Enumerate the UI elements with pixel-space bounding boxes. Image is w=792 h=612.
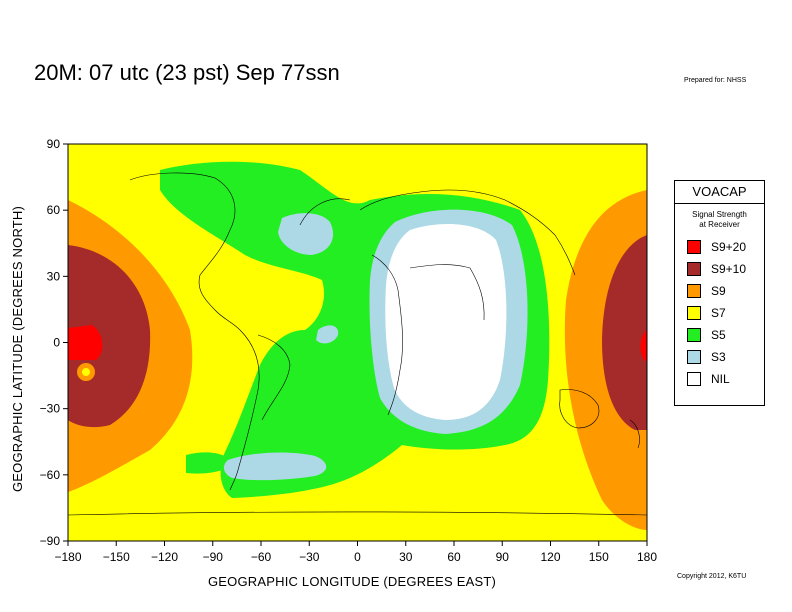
x-tick-label: 120 — [540, 550, 560, 564]
legend-item-s9p10: S9+10 — [675, 258, 764, 280]
map-title: 20M: 07 utc (23 pst) Sep 77ssn — [34, 60, 340, 85]
legend-item-s3: S3 — [675, 346, 764, 368]
legend-label: S7 — [711, 306, 726, 320]
s9p10-region-east — [602, 235, 647, 430]
legend-label: S9 — [711, 284, 726, 298]
legend-item-s5: S5 — [675, 324, 764, 346]
legend-subtitle-line1: Signal Strength — [692, 210, 747, 219]
x-tick-label: −120 — [151, 550, 178, 564]
legend-item-s7: S7 — [675, 302, 764, 324]
x-tick-label: 90 — [496, 550, 510, 564]
y-tick-label: 90 — [47, 137, 61, 151]
s3-region-small — [316, 325, 339, 344]
legend-swatch — [687, 350, 701, 364]
legend-item-s9p20: S9+20 — [675, 236, 764, 258]
y-tick-label: −30 — [40, 402, 61, 416]
legend-label: S9+10 — [711, 262, 747, 276]
nil-region — [385, 224, 507, 420]
legend-subtitle-line2: at Receiver — [699, 220, 740, 229]
legend-subtitle: Signal Strength at Receiver — [675, 210, 764, 230]
x-axis-label: GEOGRAPHIC LONGITUDE (DEGREES EAST) — [208, 574, 496, 589]
s7-spot-west — [82, 368, 90, 376]
y-tick-label: 0 — [53, 336, 60, 350]
x-tick-label: 60 — [447, 550, 461, 564]
s9p10-region-west — [68, 245, 151, 428]
s3-region-atlantic — [278, 213, 334, 255]
x-tick-label: −90 — [203, 550, 224, 564]
x-tick-label: 180 — [637, 550, 657, 564]
y-tick-label: −60 — [40, 468, 61, 482]
coastlines — [68, 172, 647, 516]
s5-region-south — [186, 452, 232, 474]
legend-swatch — [687, 306, 701, 320]
legend-swatch — [687, 372, 701, 386]
legend-item-s9: S9 — [675, 280, 764, 302]
legend-swatch — [687, 328, 701, 342]
legend-title: VOACAP — [675, 181, 764, 204]
y-tick-label: −90 — [40, 534, 61, 548]
x-tick-label: 30 — [399, 550, 413, 564]
legend-item-nil: NIL — [675, 368, 764, 390]
y-tick-label: 60 — [47, 203, 61, 217]
legend-swatch — [687, 240, 701, 254]
s9p20-region-east — [640, 330, 647, 362]
legend: VOACAP Signal Strength at Receiver S9+20… — [674, 180, 765, 406]
s3-region-antarctic — [223, 452, 327, 481]
x-tick-label: −30 — [299, 550, 320, 564]
x-axis: −180 −150 −120 −90 −60 −30 0 30 60 90 120 150 180 — [54, 541, 657, 564]
x-tick-label: 150 — [589, 550, 609, 564]
legend-swatch — [687, 284, 701, 298]
prepared-for-note: Prepared for: NHSS — [684, 77, 747, 84]
legend-label: S5 — [711, 328, 726, 342]
x-tick-label: −180 — [54, 550, 81, 564]
copyright-note: Copyright 2012, K6TU — [677, 573, 747, 580]
legend-label: NIL — [711, 372, 730, 386]
x-tick-label: −150 — [103, 550, 130, 564]
y-axis-label: GEOGRAPHIC LATITUDE (DEGREES NORTH) — [10, 205, 25, 492]
x-tick-label: −60 — [251, 550, 272, 564]
legend-label: S3 — [711, 350, 726, 364]
s9p20-region-west — [68, 325, 103, 360]
signal-contours — [68, 144, 647, 541]
x-tick-label: 0 — [354, 550, 361, 564]
y-axis: 90 60 30 0 −30 −60 −90 — [40, 137, 68, 548]
legend-items: S9+20 S9+10 S9 S7 S5 S3 NIL — [675, 236, 764, 390]
legend-swatch — [687, 262, 701, 276]
legend-label: S9+20 — [711, 240, 747, 254]
y-tick-label: 30 — [47, 269, 61, 283]
